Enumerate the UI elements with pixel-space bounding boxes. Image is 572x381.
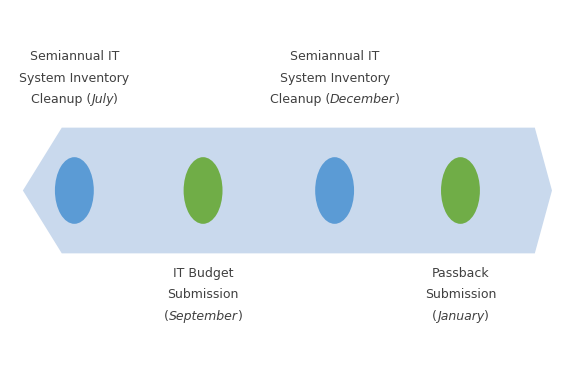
Text: ): ) [484,310,489,323]
Text: Passback: Passback [432,267,489,280]
Text: Submission: Submission [425,288,496,301]
Text: Submission: Submission [168,288,239,301]
Text: System Inventory: System Inventory [280,72,390,85]
Text: (: ( [432,310,437,323]
Ellipse shape [315,157,354,224]
Text: September: September [169,310,237,323]
Ellipse shape [55,157,94,224]
Text: (: ( [164,310,169,323]
Text: IT Budget: IT Budget [173,267,233,280]
Text: January: January [437,310,484,323]
Text: Cleanup (: Cleanup ( [269,93,330,106]
Text: July: July [91,93,113,106]
Text: ): ) [395,93,400,106]
Ellipse shape [184,157,223,224]
Text: Cleanup (: Cleanup ( [30,93,91,106]
Ellipse shape [441,157,480,224]
Text: December: December [330,93,395,106]
Text: Semiannual IT: Semiannual IT [30,50,119,63]
Text: Semiannual IT: Semiannual IT [290,50,379,63]
Text: System Inventory: System Inventory [19,72,129,85]
Text: ): ) [237,310,243,323]
Polygon shape [23,128,552,253]
Text: ): ) [113,93,118,106]
